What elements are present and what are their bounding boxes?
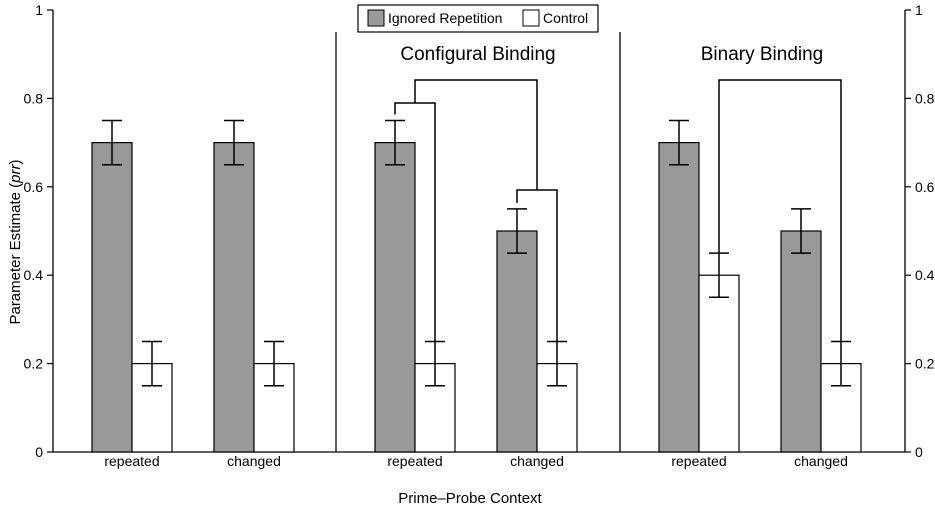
y-tick-label-left: 0.8 (24, 90, 44, 106)
legend-box (357, 4, 599, 33)
bar-ignored-repetition (374, 142, 416, 453)
y-tick-label-right: 0 (915, 444, 923, 460)
bar-ignored-repetition (91, 142, 133, 453)
brackets-layer (394, 79, 842, 342)
legend-swatch-ignored (367, 9, 385, 27)
x-axis-title: Prime–Probe Context (398, 490, 542, 507)
bar-ignored-repetition (213, 142, 255, 453)
axes-layer (47, 9, 911, 453)
y-tick-label-right: 1 (915, 2, 923, 18)
category-label: changed (510, 453, 564, 469)
y-axis-title: Parameter Estimate (prr) (7, 159, 24, 324)
y-tick-label-right: 0.4 (915, 267, 935, 283)
bar-ignored-repetition (780, 230, 822, 453)
bracket-configural-link (414, 79, 538, 190)
category-label: repeated (387, 453, 442, 469)
y-tick-label-left: 0.6 (24, 179, 44, 195)
category-label: changed (227, 453, 281, 469)
panel-title: Configural Binding (400, 44, 555, 65)
bar-ignored-repetition (496, 230, 538, 453)
legend: Ignored Repetition Control (357, 4, 599, 33)
y-tick-label-left: 0.4 (24, 267, 44, 283)
category-label: repeated (104, 453, 159, 469)
legend-label-control: Control (543, 10, 588, 26)
y-tick-label-left: 0 (35, 444, 43, 460)
bracket-binary (718, 79, 842, 342)
y-tick-label-left: 0.2 (24, 356, 44, 372)
panel-title: Binary Binding (701, 44, 824, 65)
bar-control (698, 274, 740, 453)
y-tick-label-right: 0.2 (915, 356, 935, 372)
y-tick-label-right: 0.8 (915, 90, 935, 106)
text-layer: 0 0 0.2 0.2 0.4 0.4 0.6 0.6 0.8 0.8 1 1 repeated chan… (24, 2, 935, 469)
bar-ignored-repetition (658, 142, 700, 453)
legend-label-ignored: Ignored Repetition (388, 10, 502, 26)
category-label: changed (794, 453, 848, 469)
legend-swatch-control (522, 9, 540, 27)
y-tick-label-right: 0.6 (915, 179, 935, 195)
bars-layer (91, 119, 862, 453)
y-tick-label-left: 1 (35, 2, 43, 18)
category-label: repeated (671, 453, 726, 469)
